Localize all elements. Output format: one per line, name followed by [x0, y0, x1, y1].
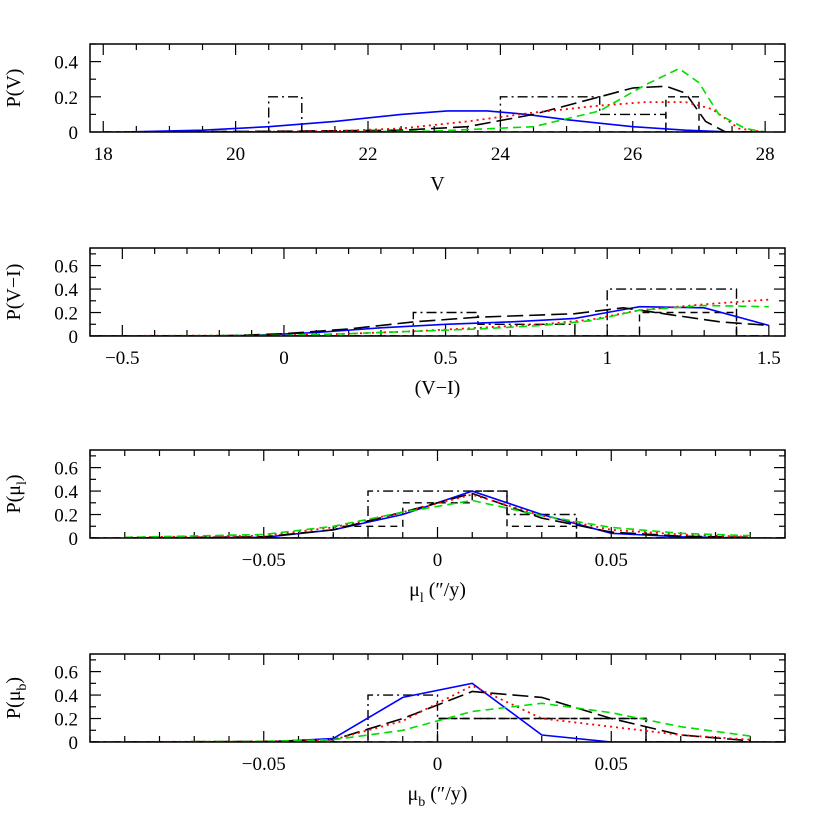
series-solid — [123, 110, 733, 132]
series-dash-step — [90, 311, 769, 336]
series-dashdot-step — [90, 694, 785, 742]
x-tick-label: 0.5 — [434, 348, 458, 369]
x-tick-label: 0.05 — [595, 550, 628, 571]
x-tick-label: 0 — [433, 754, 443, 775]
x-axis-label: μl (″/y) — [409, 579, 466, 606]
series-dotted — [90, 298, 769, 336]
y-tick-label: 0.2 — [54, 88, 78, 109]
series-dashdot-step — [90, 288, 769, 336]
plot-frame — [89, 653, 786, 743]
x-tick-label: 26 — [623, 144, 642, 165]
series-dash-step — [103, 96, 766, 132]
series-shortdash — [124, 702, 751, 742]
series-shortdash — [123, 67, 766, 132]
y-tick-label: 0 — [69, 327, 79, 348]
y-tick-label: 0 — [69, 123, 79, 144]
x-tick-label: −0.05 — [242, 550, 286, 571]
y-axis-label: P(μl) — [3, 474, 30, 513]
y-tick-label: 0.4 — [54, 482, 78, 503]
series-longdash — [123, 85, 766, 132]
y-tick-label: 0 — [69, 529, 79, 550]
series-dash-step — [90, 717, 785, 742]
series-shortdash — [90, 304, 769, 336]
x-tick-label: −0.05 — [242, 754, 286, 775]
y-tick-label: 0.4 — [54, 53, 78, 74]
y-axis-label: P(μb) — [3, 677, 30, 719]
y-axis-label: P(V−I) — [3, 264, 25, 321]
series-longdash — [124, 492, 751, 538]
y-axis-label: P(V) — [3, 69, 25, 108]
y-tick-label: 0.2 — [54, 304, 78, 325]
y-tick-label: 0.6 — [54, 459, 78, 480]
x-tick-label: 0 — [433, 550, 443, 571]
x-tick-label: 0.05 — [595, 754, 628, 775]
y-tick-label: 0.4 — [54, 686, 78, 707]
x-axis-label: V — [430, 173, 445, 195]
x-tick-label: 1 — [602, 348, 612, 369]
x-tick-label: 22 — [359, 144, 378, 165]
y-tick-label: 0.6 — [54, 257, 78, 278]
x-tick-label: 24 — [491, 144, 511, 165]
y-axis-label-group: P(μb) — [3, 677, 30, 719]
y-tick-label: 0 — [69, 733, 79, 754]
series-dotted — [124, 493, 751, 538]
plot-frame — [89, 43, 786, 133]
y-axis-label-group: P(V−I) — [3, 264, 25, 321]
x-axis-label: (V−I) — [415, 377, 461, 399]
x-axis-label: μb (″/y) — [408, 783, 468, 810]
x-tick-label: 0 — [279, 348, 289, 369]
panel-1: 18 20 22 24 26 28 0 0.2 0.4 P(V) — [3, 43, 786, 165]
series-dotted — [123, 101, 766, 132]
y-axis-label-group: P(μl) — [3, 474, 30, 513]
y-tick-label: 0.2 — [54, 710, 78, 731]
panel-2: −0.5 0 0.5 1 1.500.20.40.6P(V−I) — [3, 247, 786, 369]
x-tick-label: 20 — [226, 144, 245, 165]
series-dash-step — [90, 490, 785, 538]
series-longdash — [90, 306, 769, 336]
y-axis-label-group: P(V) — [3, 69, 25, 108]
plot-frame — [89, 449, 786, 539]
x-tick-label: 28 — [756, 144, 775, 165]
y-tick-label: 0.4 — [54, 280, 78, 301]
y-tick-label: 0.2 — [54, 506, 78, 527]
x-tick-label: 1.5 — [757, 348, 781, 369]
series-shortdash — [124, 499, 751, 538]
x-tick-label: −0.5 — [105, 348, 139, 369]
x-tick-label: 18 — [94, 144, 113, 165]
plot-frame — [89, 247, 786, 337]
y-tick-label: 0.6 — [54, 663, 78, 684]
